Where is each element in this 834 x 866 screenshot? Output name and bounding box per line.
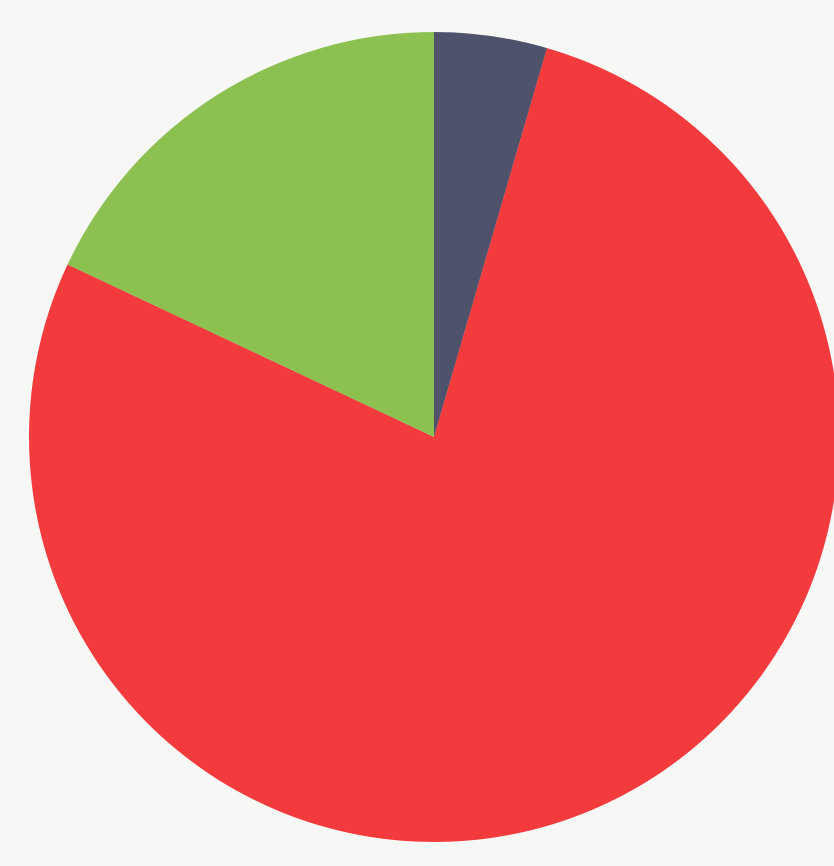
- pie-slice-3: [67, 32, 435, 437]
- pie-slices: [29, 32, 834, 842]
- pie-slice-1: [434, 32, 547, 437]
- pie-slice-2: [29, 48, 834, 842]
